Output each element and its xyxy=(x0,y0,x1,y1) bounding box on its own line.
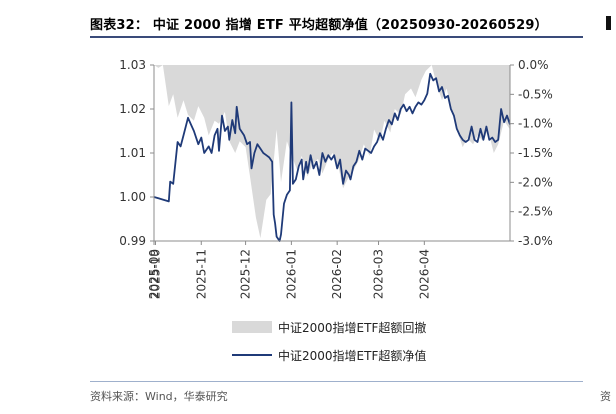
chart-title: 图表32： 中证 2000 指增 ETF 平均超额净值（20250930-202… xyxy=(90,18,548,33)
clipped-next-source: 资 xyxy=(600,390,611,403)
x-tick-label: 2025-12 xyxy=(239,249,253,299)
title-rule xyxy=(90,36,583,38)
x-tick-label: 2026-02 xyxy=(330,249,344,299)
left-tick-label: 1.00 xyxy=(119,190,146,204)
right-tick-label: -2.5% xyxy=(518,205,553,219)
left-tick-label: 1.03 xyxy=(119,58,146,72)
x-tick-label: 2026-01 xyxy=(284,249,298,299)
legend-swatch-drawdown xyxy=(232,321,272,333)
x-tick-label: 2025-11 xyxy=(194,249,208,299)
legend-label-nav: 中证2000指增ETF超额净值 xyxy=(278,348,426,363)
left-tick-label: 1.02 xyxy=(119,102,146,116)
nav-line xyxy=(153,72,511,242)
left-tick-label: 1.01 xyxy=(119,146,146,160)
x-tick-label: 2026-03 xyxy=(372,249,386,299)
source-rule xyxy=(90,381,583,382)
right-tick-label: -3.0% xyxy=(518,234,553,248)
right-tick-label: -0.5% xyxy=(518,87,553,101)
right-tick-label: 0.0% xyxy=(518,58,549,72)
x-tick-label: 2026-04 xyxy=(417,249,431,299)
right-tick-label: -2.0% xyxy=(518,175,553,189)
legend-label-drawdown: 中证2000指增ETF超额回撤 xyxy=(278,320,426,335)
x-tick-label: 2025-10 xyxy=(148,249,162,299)
right-tick-label: -1.5% xyxy=(518,146,553,160)
clipped-next-title-mark xyxy=(606,16,611,30)
drawdown-area xyxy=(154,65,510,239)
right-tick-label: -1.0% xyxy=(518,117,553,131)
x-tick-label: 2025-09 xyxy=(147,249,161,299)
left-tick-label: 0.99 xyxy=(119,234,146,248)
source-note: 资料来源：Wind，华泰研究 xyxy=(90,390,228,403)
